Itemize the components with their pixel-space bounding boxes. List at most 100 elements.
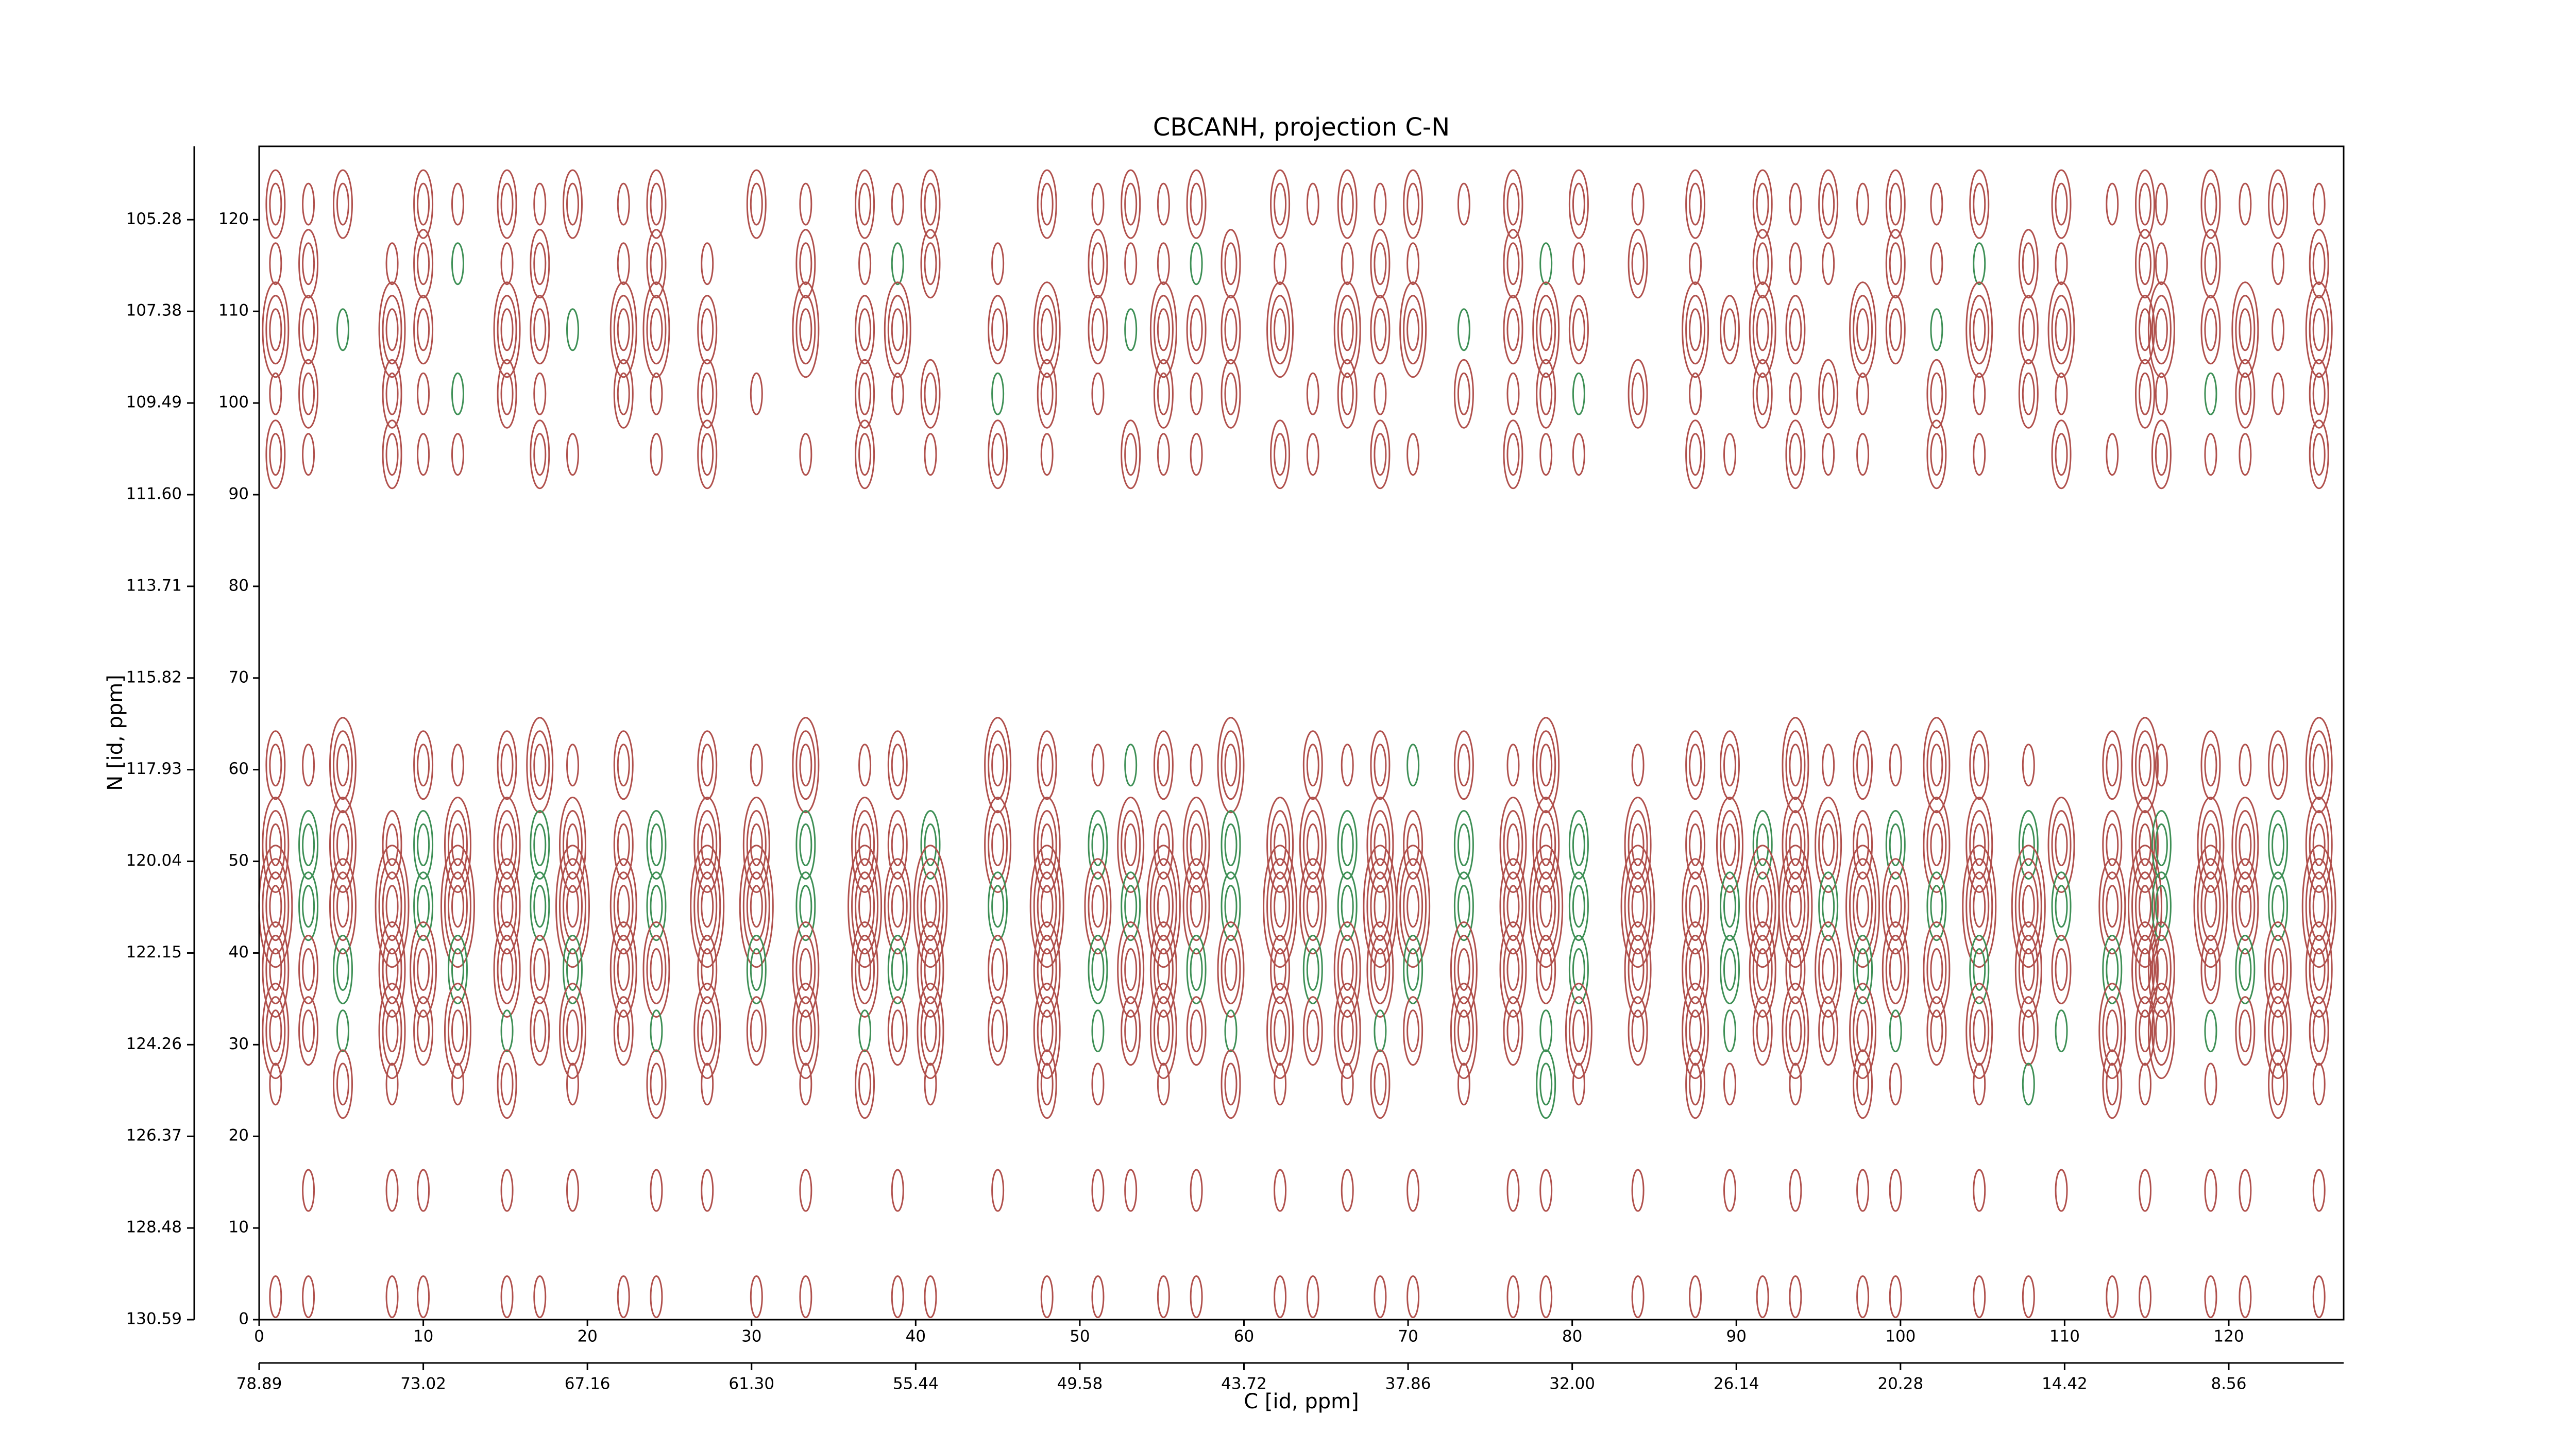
contour-line: [1631, 823, 1645, 867]
contour-line: [799, 1009, 812, 1053]
contour-line: [1037, 810, 1057, 880]
contour-line: [1302, 996, 1323, 1066]
contour-line: [1628, 996, 1648, 1066]
contour-line: [617, 308, 630, 351]
contour-line: [1399, 281, 1427, 378]
contour-line: [1403, 810, 1423, 880]
contour-line: [533, 948, 547, 991]
contour-line: [500, 308, 514, 351]
contour-line: [1782, 983, 1809, 1080]
contour-line: [2235, 996, 2256, 1066]
contour-line: [1889, 1009, 1902, 1053]
contour-line: [650, 1009, 663, 1053]
contour-line: [1536, 295, 1556, 365]
contour-line: [1403, 295, 1423, 365]
contour-line: [269, 1275, 282, 1319]
contour-line: [1849, 858, 1877, 955]
contour-line: [2197, 797, 2225, 894]
contour-line: [799, 1063, 812, 1106]
contour-line: [1889, 948, 1902, 991]
contour-line: [891, 1275, 904, 1319]
contour-line: [1337, 295, 1358, 365]
contour-line: [2239, 885, 2252, 928]
contour-line: [2200, 934, 2221, 1004]
contour-line: [1263, 845, 1298, 968]
contour-line: [1689, 744, 1702, 787]
contour-line: [1453, 810, 1474, 880]
y2-tick-label: 109.49: [126, 393, 182, 412]
contour-line: [1853, 295, 1873, 365]
contour-line: [1270, 169, 1291, 239]
contour-line: [650, 1275, 663, 1319]
contour-line: [1889, 182, 1902, 226]
contour-line: [1182, 797, 1210, 894]
contour-line: [1374, 372, 1387, 415]
contour-line: [1453, 996, 1474, 1066]
contour-line: [913, 845, 948, 968]
contour-line: [1341, 1169, 1354, 1212]
contour-line: [265, 419, 286, 490]
contour-line: [1885, 810, 1906, 880]
contour-line: [1457, 182, 1470, 226]
contour-line: [1403, 934, 1423, 1004]
contour-line: [1403, 996, 1423, 1066]
contour-line: [1631, 1009, 1645, 1053]
contour-line: [1969, 871, 1990, 941]
contour-line: [1822, 433, 1835, 476]
contour-line: [2305, 281, 2333, 378]
contour-line: [1406, 948, 1420, 991]
contour-line: [1306, 1009, 1319, 1053]
contour-line: [500, 948, 514, 991]
contour-line: [2312, 372, 2326, 415]
contour-line: [1631, 948, 1645, 991]
contour-line: [1091, 242, 1105, 285]
contour-line: [924, 1275, 937, 1319]
contour-line: [2106, 885, 2119, 928]
contour-line: [2055, 823, 2068, 867]
contour-line: [1506, 948, 1520, 991]
contour-line: [858, 242, 872, 285]
contour-line: [1723, 1169, 1737, 1212]
contour-line: [887, 295, 908, 365]
y2-tick-label: 105.28: [126, 210, 182, 228]
contour-line: [988, 871, 1008, 941]
contour-line: [799, 308, 812, 351]
contour-line: [385, 308, 399, 351]
contour-line: [991, 1009, 1005, 1053]
contour-line: [1341, 1009, 1354, 1053]
contour-line: [2018, 996, 2039, 1066]
contour-line: [2139, 885, 2152, 928]
contour-line: [1752, 810, 1773, 880]
contour-line: [2022, 242, 2035, 285]
contour-line: [2055, 885, 2068, 928]
contour-line: [1124, 744, 1138, 787]
contour-line: [650, 372, 663, 415]
contour-line: [1224, 885, 1238, 928]
x-tick-label: 10: [413, 1327, 433, 1346]
contour-line: [1973, 372, 1986, 415]
contour-line: [1224, 372, 1238, 415]
contour-line: [417, 744, 430, 787]
contour-line: [382, 996, 402, 1066]
contour-line: [1853, 871, 1873, 941]
contour-line: [2268, 730, 2289, 800]
contour-line: [440, 845, 475, 968]
contour-line: [1856, 744, 1870, 787]
contour-line: [1568, 871, 1589, 941]
contour-line: [1366, 797, 1394, 894]
contour-line: [417, 1169, 430, 1212]
contour-line: [336, 1063, 349, 1106]
contour-line: [1778, 845, 1813, 968]
contour-line: [555, 845, 590, 968]
contour-line: [701, 744, 714, 787]
contour-line: [2309, 810, 2329, 880]
contour-line: [1153, 295, 1174, 365]
contour-line: [1572, 242, 1585, 285]
contour-line: [2018, 359, 2039, 429]
contour-line: [750, 1009, 763, 1053]
contour-line: [855, 169, 875, 239]
contour-line: [851, 797, 879, 894]
contour-line: [2022, 948, 2035, 991]
contour-line: [1853, 996, 1873, 1066]
contour-line: [1091, 823, 1105, 867]
